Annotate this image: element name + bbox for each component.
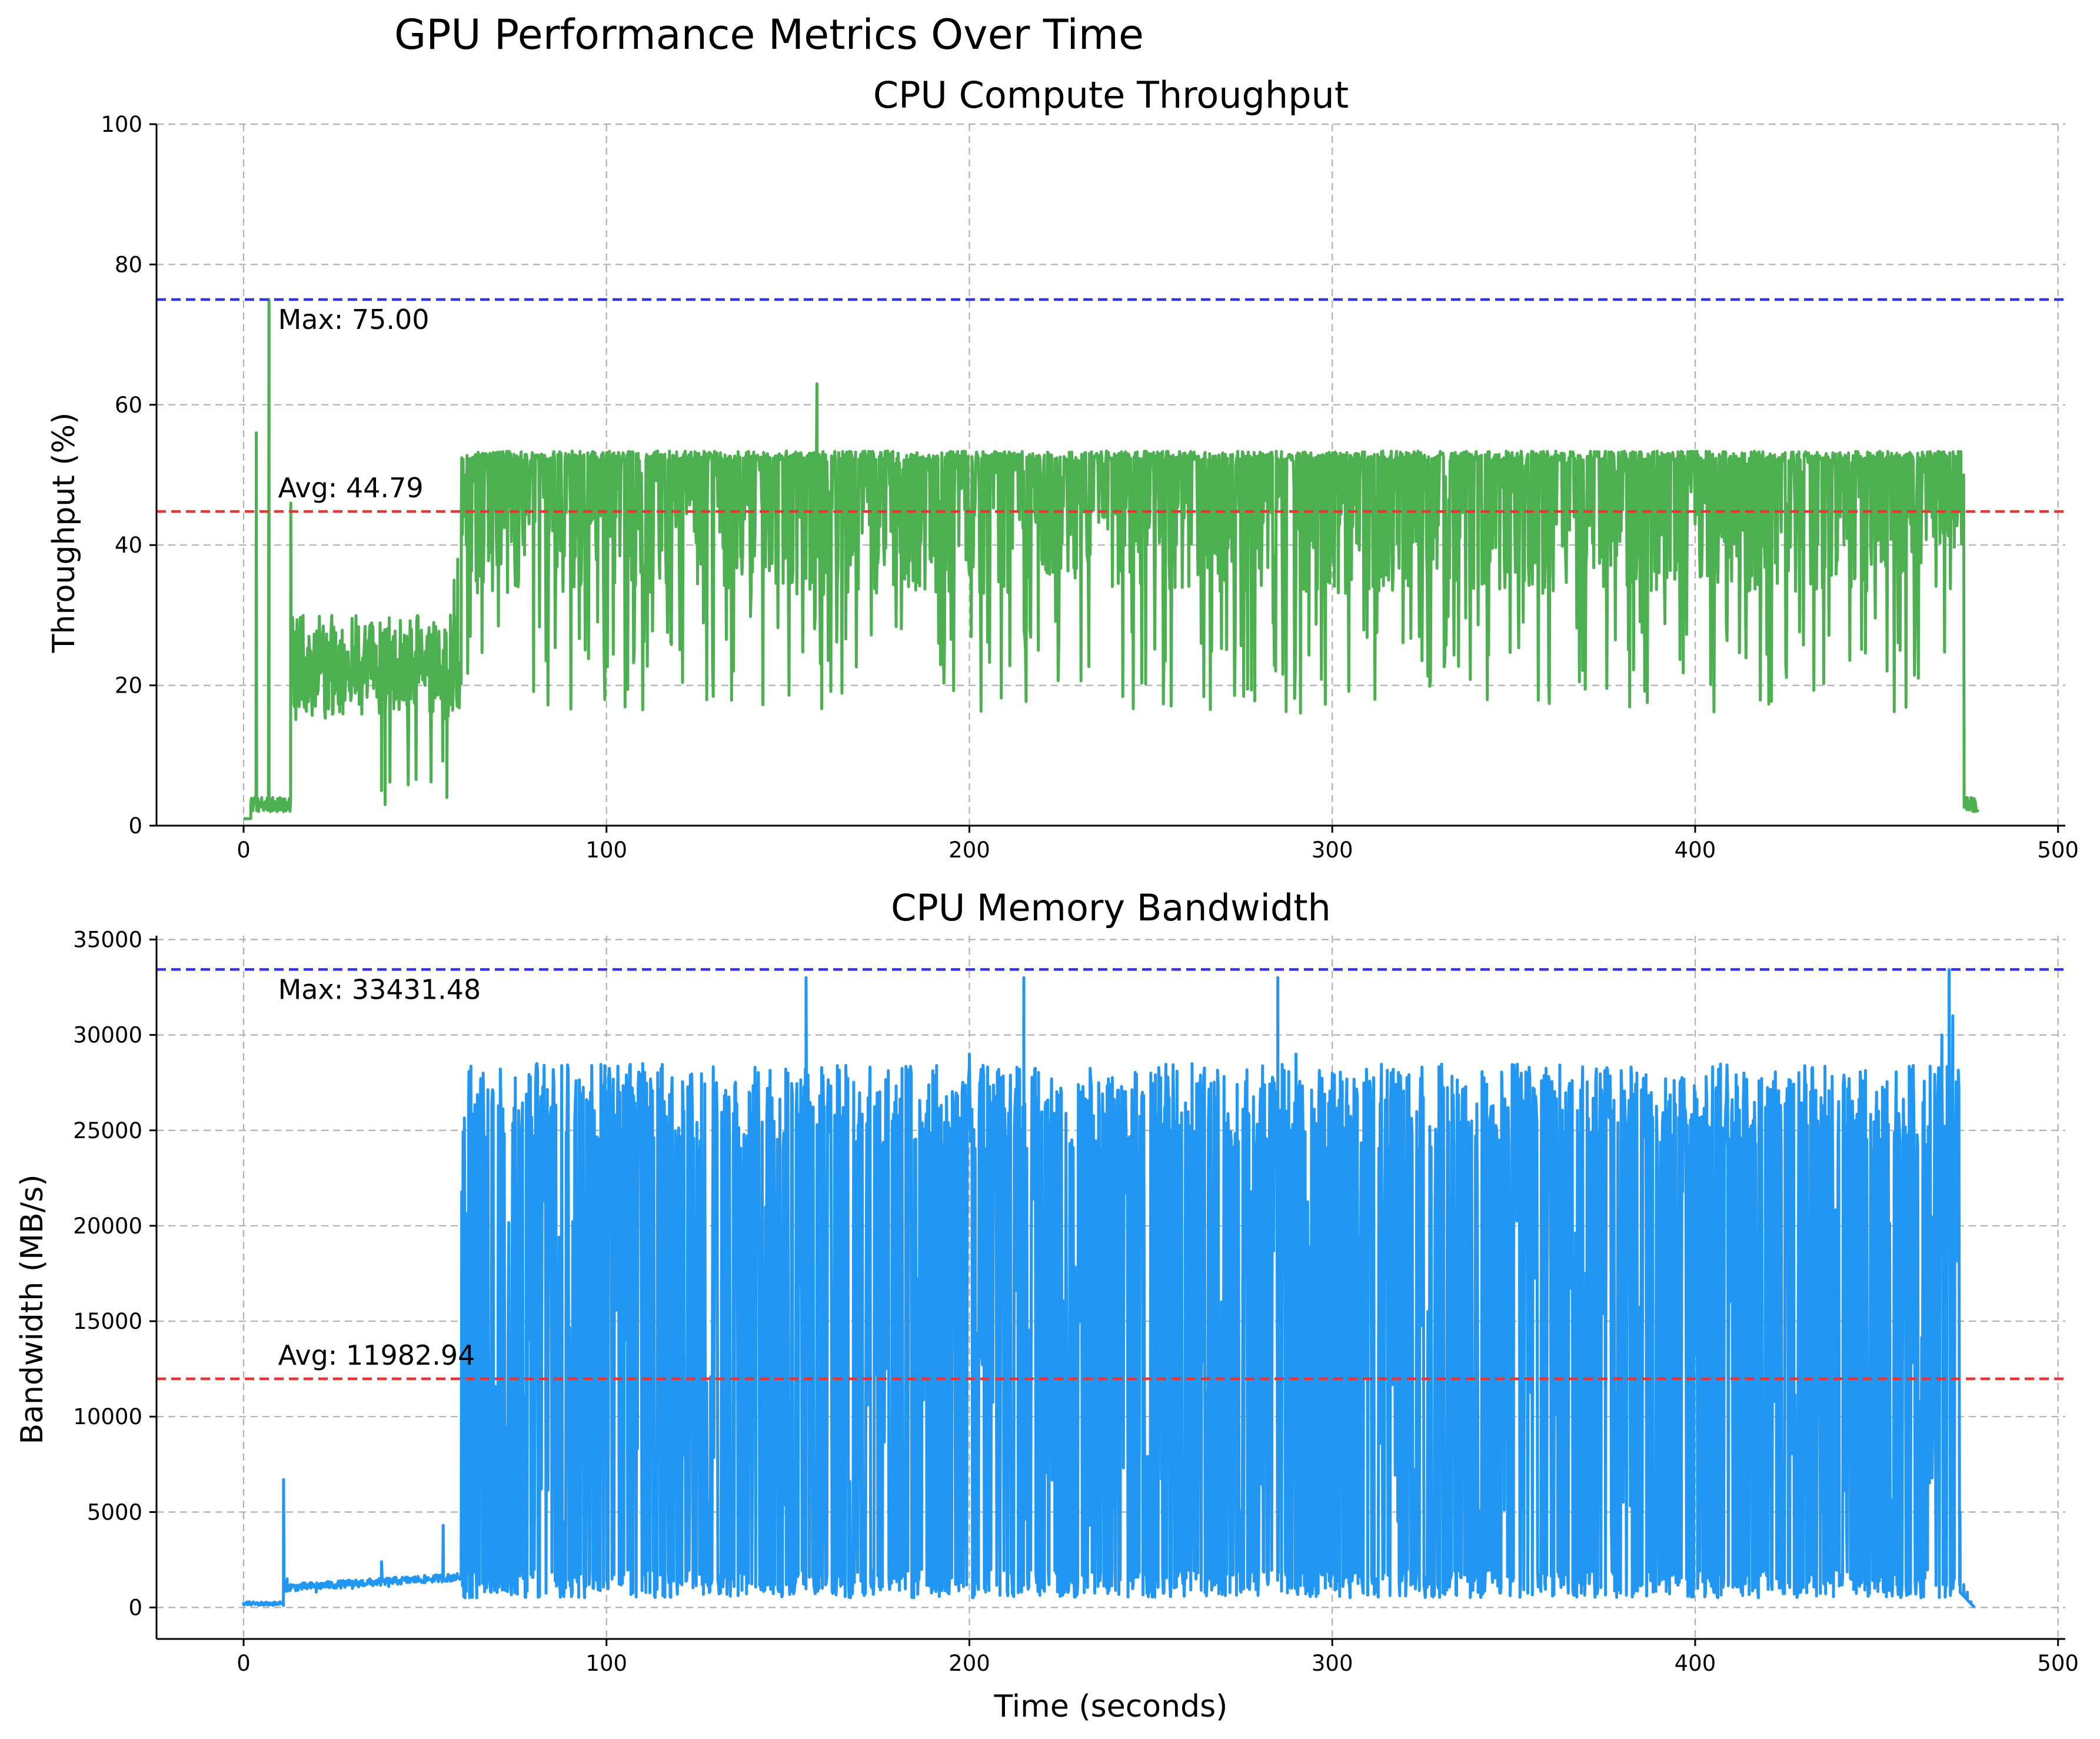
x-tick-label: 0 [237,837,251,863]
x-tick-label: 200 [949,1651,990,1676]
figure-title: GPU Performance Metrics Over Time [394,11,1144,59]
bandwidth-panel: CPU Memory Bandwidth Max: 33431.48 Avg: 1… [15,886,2079,1724]
x-tick-label: 500 [2037,837,2079,863]
avg-annotation: Avg: 44.79 [278,472,424,504]
x-tick-label: 400 [1675,837,1716,863]
bandwidth-ticks: 0 100 200 300 400 500050001000015000200002500… [73,927,2079,1676]
x-tick-label: 200 [949,837,990,863]
y-tick-label: 0 [128,1595,142,1620]
throughput-panel: CPU Compute Throughput Max: 75.00 Avg: 44… [46,74,2079,863]
y-tick-label: 35000 [73,927,142,952]
y-tick-label: 5000 [87,1499,142,1525]
x-axis-label: Time (seconds) [994,1689,1228,1724]
throughput-y-axis-label: Throughput (%) [46,413,82,654]
y-tick-label: 15000 [73,1309,142,1334]
throughput-chart-title: CPU Compute Throughput [873,74,1349,117]
bandwidth-chart-title: CPU Memory Bandwidth [891,886,1331,929]
y-tick-label: 80 [115,252,142,277]
bandwidth-axes [155,936,2065,1640]
avg-annotation: Avg: 11982.94 [278,1339,475,1371]
throughput-axes [155,124,2065,827]
throughput-series-line [242,298,1980,820]
y-tick-label: 0 [128,813,142,839]
x-tick-label: 400 [1675,1651,1716,1676]
y-tick-label: 40 [115,533,142,558]
x-tick-label: 100 [585,837,627,863]
y-tick-label: 30000 [73,1023,142,1048]
throughput-reference-lines: Max: 75.00 Avg: 44.79 [157,298,2065,513]
x-tick-label: 300 [1312,1651,1353,1676]
y-tick-label: 10000 [73,1404,142,1429]
y-tick-label: 100 [101,112,142,137]
y-tick-label: 60 [115,393,142,418]
bandwidth-y-axis-label: Bandwidth (MB/s) [15,1174,50,1444]
bandwidth-series-line [242,967,1976,1609]
y-tick-label: 25000 [73,1118,142,1143]
y-tick-label: 20000 [73,1213,142,1239]
bandwidth-reference-lines: Max: 33431.48 Avg: 11982.94 [157,968,2065,1381]
x-tick-label: 0 [237,1651,251,1676]
y-tick-label: 20 [115,673,142,699]
x-tick-label: 100 [585,1651,627,1676]
max-annotation: Max: 33431.48 [278,973,481,1005]
throughput-ticks: 0 100 200 300 400 500 0 20 40 60 80 100 [101,112,2079,863]
max-annotation: Max: 75.00 [278,304,430,335]
x-tick-label: 500 [2037,1651,2079,1676]
x-tick-label: 300 [1312,837,1353,863]
